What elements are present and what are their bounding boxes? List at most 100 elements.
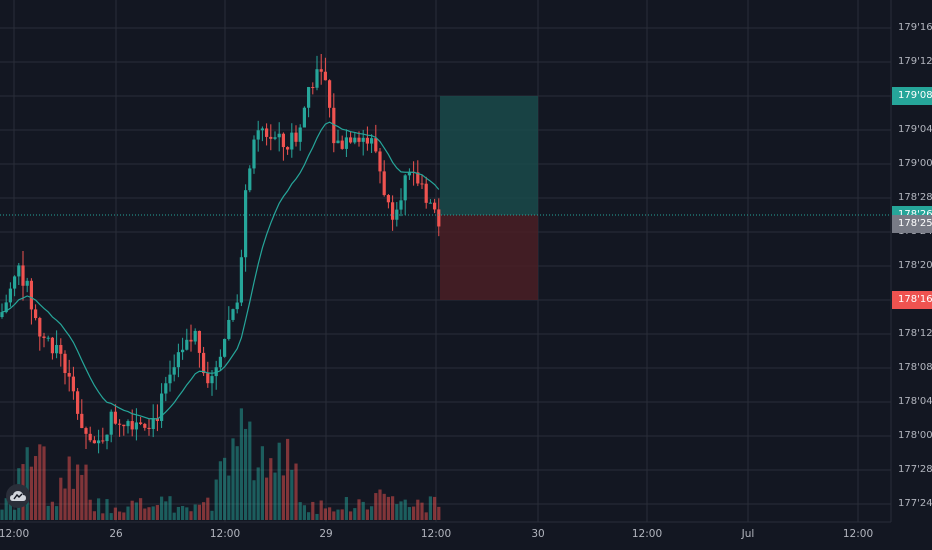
candle: [143, 423, 147, 428]
candle: [248, 168, 252, 191]
candle: [391, 202, 395, 220]
volume-bar: [340, 509, 344, 520]
volume-bar: [160, 496, 164, 520]
candle: [97, 440, 101, 444]
candle: [361, 137, 365, 142]
volume-bar: [113, 507, 117, 520]
volume-bar: [155, 505, 159, 520]
volume-bar: [59, 477, 63, 520]
candle: [340, 140, 344, 149]
volume-bar: [34, 456, 38, 520]
candle: [260, 128, 264, 131]
volume-bar: [239, 408, 243, 520]
candle: [193, 330, 197, 342]
candle: [34, 309, 38, 319]
volume-bar: [269, 458, 273, 520]
volume-bar: [416, 499, 420, 520]
volume-bar: [399, 501, 403, 520]
volume-bar: [210, 510, 214, 520]
candle: [76, 391, 80, 414]
candle: [189, 339, 193, 342]
candle: [92, 440, 96, 444]
candle: [319, 69, 323, 72]
candle: [63, 353, 67, 374]
volume-bar: [181, 506, 185, 520]
volume-bar: [244, 428, 248, 520]
candle: [370, 138, 374, 144]
time-tick-label: 12:00: [420, 528, 452, 540]
volume-bar: [143, 508, 147, 520]
candle: [323, 71, 327, 81]
candle: [273, 137, 277, 139]
time-tick-label: 26: [109, 528, 123, 540]
candle: [126, 421, 130, 427]
volume-bar: [290, 469, 294, 520]
candle: [130, 421, 134, 430]
candle: [302, 107, 306, 128]
volume-bar: [294, 463, 298, 520]
candle: [4, 302, 8, 313]
volume-bar: [353, 508, 357, 520]
candle: [147, 427, 151, 429]
price-tick-label: 178'04: [898, 396, 932, 407]
volume-bar: [307, 512, 311, 520]
candle: [344, 137, 348, 149]
candle: [365, 137, 369, 144]
tradingview-cloud-icon: [10, 491, 26, 501]
volume-bar: [42, 446, 46, 520]
volume-bar: [365, 509, 369, 520]
candle: [151, 418, 155, 429]
time-tick-label: 12:00: [631, 528, 663, 540]
volume-bar: [298, 502, 302, 520]
time-tick-label: 12:00: [209, 528, 241, 540]
candle: [265, 128, 269, 137]
candle: [227, 319, 231, 339]
candle: [46, 337, 50, 339]
volume-bar: [328, 507, 332, 520]
candle: [424, 183, 428, 203]
candle: [336, 140, 340, 144]
volume-bar: [25, 447, 29, 520]
candle: [218, 356, 222, 368]
volume-bar: [55, 506, 59, 520]
candle: [55, 344, 59, 354]
candle: [113, 411, 117, 424]
price-tick-label: 178'08: [898, 362, 932, 373]
candle: [176, 352, 180, 368]
volume-bar: [344, 497, 348, 520]
candle: [84, 428, 88, 434]
target-zone: [440, 96, 538, 215]
chart-grid: [0, 0, 891, 522]
candle: [399, 200, 403, 210]
volume-bar: [273, 472, 277, 520]
price-tick-label: 179'16: [898, 22, 932, 33]
stop-zone: [440, 215, 538, 300]
candle: [407, 171, 411, 176]
candle: [281, 133, 285, 148]
candle: [8, 288, 12, 303]
time-tick-label: 12:00: [0, 528, 30, 540]
volume-bar: [50, 501, 54, 520]
candle: [109, 411, 113, 435]
volume-bar: [231, 438, 235, 520]
volume-bar: [84, 464, 88, 520]
candle: [315, 69, 319, 88]
tradingview-logo[interactable]: [6, 484, 30, 508]
volume-bar: [218, 461, 222, 520]
candle: [277, 133, 281, 138]
volume-bar: [46, 505, 50, 520]
candle: [214, 367, 218, 377]
candle: [244, 190, 248, 258]
volume-bar: [38, 444, 42, 520]
candle: [256, 130, 260, 140]
volume-bar: [109, 513, 113, 520]
candle: [21, 265, 25, 286]
candle: [88, 433, 92, 441]
volume-bar: [172, 512, 176, 520]
long-position-tool[interactable]: [440, 96, 538, 300]
volume-bar: [130, 500, 134, 520]
volume-bar: [311, 501, 315, 520]
candle: [50, 337, 54, 354]
volume-bar: [126, 506, 130, 520]
